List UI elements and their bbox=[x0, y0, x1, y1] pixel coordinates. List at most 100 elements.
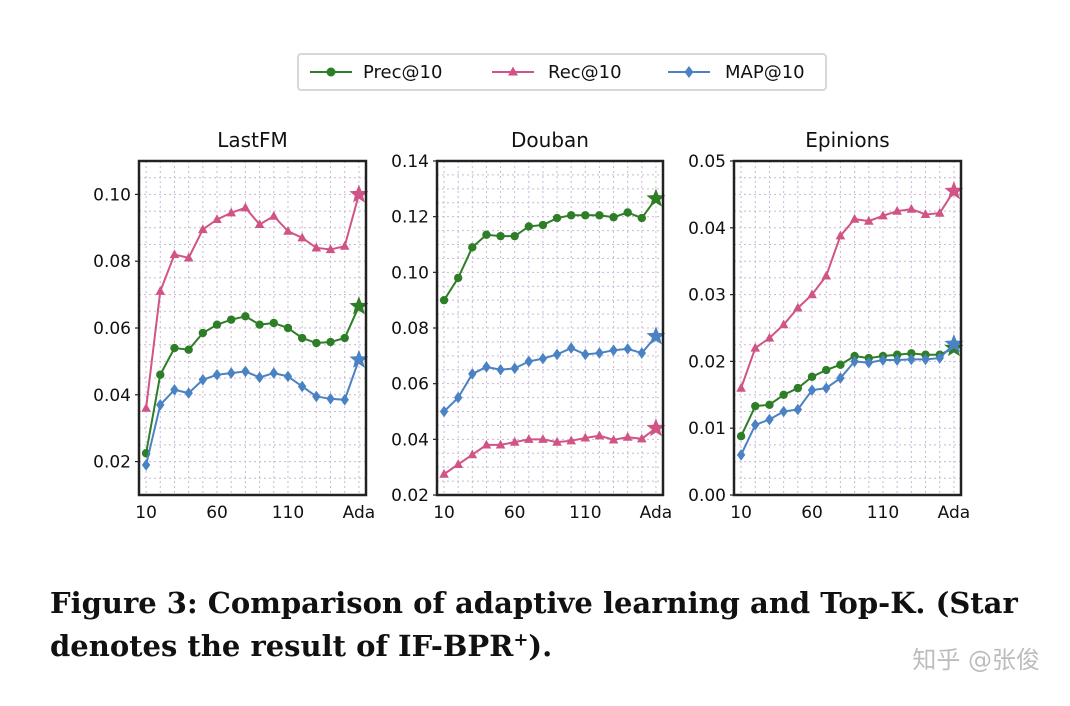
series-point bbox=[622, 431, 633, 441]
series-point bbox=[793, 403, 803, 416]
series-line bbox=[145, 194, 360, 409]
series-point bbox=[340, 394, 349, 406]
figure-canvas: Prec@10 Rec@10 MAP@10 LastFM 0.02 0.04 0.06… bbox=[93, 53, 970, 523]
series-point bbox=[836, 360, 845, 369]
series-point bbox=[538, 220, 548, 230]
series-point bbox=[751, 419, 760, 431]
series-point bbox=[496, 363, 505, 376]
panel-epinions: Epinions 0.00 0.01 0.02 0.03 0.04 0.05 10 60 110 A… bbox=[688, 128, 970, 523]
y-tick-label: 0.02 bbox=[93, 453, 131, 473]
series-point bbox=[141, 402, 151, 412]
series-point bbox=[297, 232, 307, 242]
caption-suffix: ). bbox=[528, 629, 553, 663]
series-point bbox=[822, 382, 831, 394]
series-douban-map-at-10 bbox=[439, 326, 666, 418]
series-point bbox=[241, 365, 250, 378]
series-point bbox=[510, 231, 519, 241]
series-point bbox=[212, 320, 222, 329]
series-point bbox=[255, 371, 264, 384]
series-point bbox=[212, 214, 222, 224]
series-point bbox=[297, 380, 307, 393]
series-point bbox=[453, 459, 463, 468]
series-point bbox=[156, 370, 165, 379]
series-point bbox=[297, 333, 307, 343]
y-tick-label: 0.02 bbox=[688, 352, 726, 372]
series-point bbox=[850, 355, 859, 368]
caption-superscript: + bbox=[513, 629, 529, 651]
ada-star-icon bbox=[944, 181, 964, 200]
series-point bbox=[907, 349, 916, 358]
series-point bbox=[623, 343, 632, 355]
legend-entry-prec: Prec@10 bbox=[310, 62, 442, 83]
series-epinions-rec-at-10 bbox=[736, 181, 964, 392]
series-point bbox=[524, 355, 534, 368]
series-point bbox=[268, 210, 279, 220]
series-point bbox=[439, 295, 449, 305]
series-point bbox=[878, 354, 888, 366]
series-point bbox=[849, 213, 860, 223]
x-tick-label: 110 bbox=[569, 503, 601, 523]
series-point bbox=[326, 337, 335, 347]
grid-lastfm bbox=[139, 160, 366, 496]
series-point bbox=[509, 436, 520, 446]
triangle-marker-icon bbox=[508, 66, 518, 76]
series-point bbox=[312, 338, 321, 348]
series-point bbox=[241, 312, 250, 321]
series-point bbox=[793, 383, 803, 393]
y-tick-label: 0.06 bbox=[391, 375, 429, 395]
figure-caption: Figure 3: Comparison of adaptive learnin… bbox=[50, 582, 1040, 668]
series-point bbox=[453, 273, 463, 283]
series-point bbox=[155, 286, 166, 295]
y-tick-label: 0.08 bbox=[93, 252, 131, 272]
series-point bbox=[184, 387, 193, 399]
series-point bbox=[779, 390, 788, 399]
circle-marker-icon bbox=[326, 67, 336, 77]
y-tick-label: 0.02 bbox=[391, 486, 429, 506]
series-point bbox=[141, 459, 151, 471]
series-point bbox=[822, 365, 831, 375]
series-point bbox=[736, 382, 746, 392]
series-point bbox=[736, 432, 746, 441]
series-point bbox=[581, 348, 590, 361]
series-point bbox=[609, 344, 618, 357]
series-line bbox=[443, 427, 657, 475]
series-point bbox=[751, 401, 760, 411]
series-point bbox=[637, 347, 647, 359]
ada-star-icon bbox=[349, 349, 369, 368]
series-epinions-prec-at-10 bbox=[736, 338, 964, 441]
series-lastfm-prec-at-10 bbox=[141, 296, 369, 458]
ada-star-icon bbox=[349, 184, 369, 203]
y-tick-label: 0.08 bbox=[391, 319, 429, 339]
series-point bbox=[807, 384, 817, 396]
series-point bbox=[566, 211, 576, 220]
series-point bbox=[935, 352, 944, 364]
series-point bbox=[254, 219, 265, 229]
series-point bbox=[339, 240, 350, 250]
x-tick-label: Ada bbox=[343, 503, 376, 523]
series-point bbox=[326, 393, 335, 405]
series-point bbox=[892, 205, 902, 215]
diamond-marker-icon bbox=[684, 66, 694, 78]
series-point bbox=[907, 353, 916, 366]
x-tick-label: 110 bbox=[272, 503, 304, 523]
series-point bbox=[765, 400, 774, 410]
series-point bbox=[468, 243, 477, 252]
x-tick-label: 60 bbox=[801, 503, 823, 523]
y-tick-label: 0.01 bbox=[688, 419, 726, 439]
series-point bbox=[198, 224, 208, 234]
caption-text: Figure 3: Comparison of adaptive learnin… bbox=[50, 586, 1018, 663]
series-point bbox=[227, 367, 236, 379]
series-point bbox=[283, 323, 293, 333]
series-point bbox=[779, 405, 788, 418]
series-point bbox=[736, 449, 746, 461]
series-line bbox=[145, 359, 360, 466]
series-point bbox=[184, 345, 193, 354]
panel-douban: Douban 0.02 0.04 0.06 0.08 0.10 0.12 0.14 10 60 11… bbox=[391, 128, 672, 523]
legend-label-rec: Rec@10 bbox=[548, 62, 622, 83]
legend-frame bbox=[297, 53, 827, 91]
series-point bbox=[538, 434, 548, 443]
series-line bbox=[740, 343, 955, 456]
series-point bbox=[468, 368, 477, 380]
series-point bbox=[482, 230, 491, 239]
series-point bbox=[878, 210, 888, 220]
